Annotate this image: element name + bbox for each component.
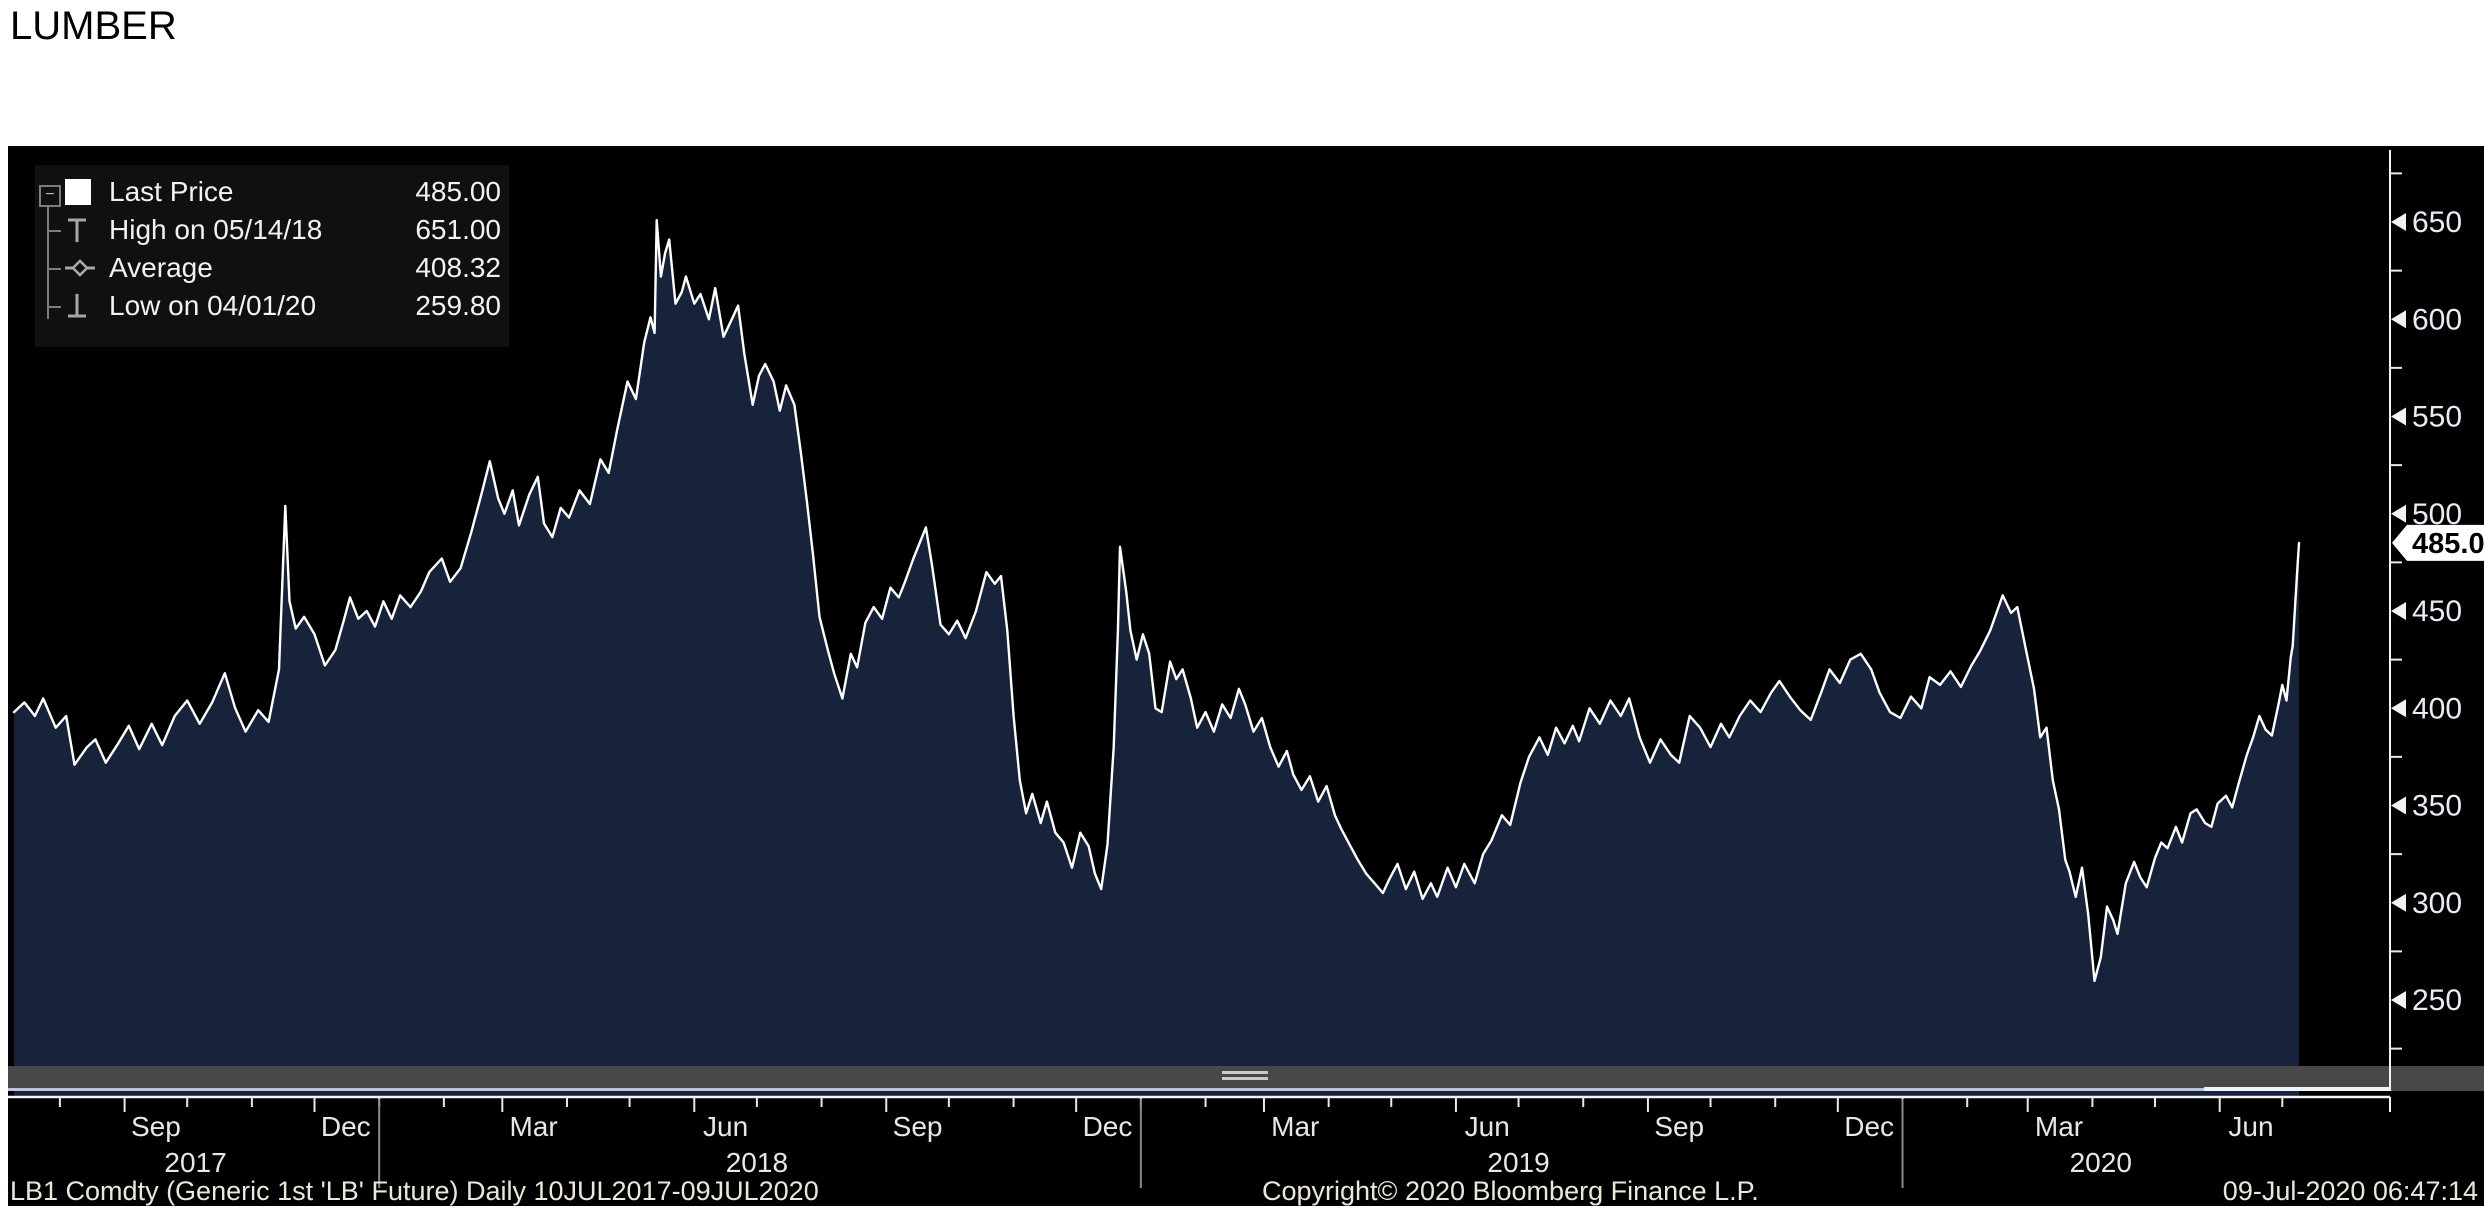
legend-tree-line (47, 205, 49, 319)
chart-panel: 250300350400450500550600650485.00SepDecM… (8, 146, 2484, 1206)
x-year-label: 2017 (164, 1147, 226, 1178)
legend-item-low[interactable]: Low on 04/01/20 259.80 (65, 287, 501, 325)
low-marker-icon (65, 291, 109, 321)
chart-legend: − Last Price 485.00 High on 05/14/18 651… (35, 165, 509, 347)
legend-item-last-price[interactable]: Last Price 485.00 (65, 173, 501, 211)
y-axis-label: 550 (2412, 401, 2462, 434)
y-tick-arrow-icon (2391, 407, 2406, 426)
legend-label: High on 05/14/18 (109, 214, 323, 245)
legend-item-average[interactable]: Average 408.32 (65, 249, 501, 287)
y-tick-arrow-icon (2391, 310, 2406, 329)
page-title: LUMBER (10, 4, 177, 48)
scrollbar-handle[interactable] (1222, 1071, 1268, 1074)
price-line (12, 218, 2301, 983)
legend-tree-stub (47, 230, 61, 232)
y-tick-arrow-icon (2391, 504, 2406, 523)
price-area-fill (14, 220, 2299, 1098)
legend-value: 408.32 (415, 252, 501, 283)
last-price-badge (2392, 524, 2484, 561)
x-year-label: 2020 (2070, 1147, 2132, 1178)
copyright-text: Copyright© 2020 Bloomberg Finance L.P. (1262, 1176, 1759, 1206)
y-tick-arrow-icon (2391, 699, 2406, 718)
legend-label: Last Price (109, 176, 234, 207)
y-axis-label: 650 (2412, 206, 2462, 239)
legend-value: 651.00 (415, 214, 501, 245)
x-month-label: Mar (2035, 1111, 2083, 1142)
high-marker-icon (65, 215, 109, 245)
y-axis-label: 300 (2412, 887, 2462, 920)
y-axis-label: 350 (2412, 790, 2462, 823)
x-month-label: Sep (893, 1111, 943, 1142)
average-marker-icon (65, 253, 109, 283)
x-month-label: Mar (509, 1111, 557, 1142)
x-month-label: Dec (1083, 1111, 1133, 1142)
x-month-label: Dec (321, 1111, 371, 1142)
x-month-label: Jun (2228, 1111, 2273, 1142)
x-month-label: Sep (1654, 1111, 1704, 1142)
y-axis-label: 600 (2412, 303, 2462, 336)
legend-value: 259.80 (415, 290, 501, 321)
security-description: LB1 Comdty (Generic 1st 'LB' Future) Dai… (10, 1176, 819, 1206)
y-axis-label: 400 (2412, 692, 2462, 725)
scrollbar-right-segment[interactable] (2204, 1087, 2390, 1091)
legend-tree-stub (47, 268, 61, 270)
y-tick-arrow-icon (2391, 991, 2406, 1009)
last-price-badge-value: 485.00 (2412, 528, 2484, 560)
legend-label: Low on 04/01/20 (109, 290, 317, 321)
legend-tree-stub (47, 306, 61, 308)
last-price-swatch-icon (65, 179, 109, 205)
x-month-label: Jun (1465, 1111, 1510, 1142)
x-month-label: Sep (131, 1111, 181, 1142)
x-month-label: Jun (703, 1111, 748, 1142)
legend-collapse-icon[interactable]: − (39, 185, 61, 207)
price-chart[interactable]: 250300350400450500550600650485.00SepDecM… (8, 146, 2484, 1206)
x-year-label: 2019 (1487, 1147, 1549, 1178)
y-tick-arrow-icon (2391, 602, 2406, 620)
timestamp: 09-Jul-2020 06:47:14 (2222, 1176, 2478, 1206)
scrollbar-handle[interactable] (1222, 1077, 1268, 1080)
legend-label: Average (109, 252, 213, 283)
x-month-label: Mar (1271, 1111, 1319, 1142)
legend-item-high[interactable]: High on 05/14/18 651.00 (65, 211, 501, 249)
y-tick-arrow-icon (2391, 796, 2406, 815)
x-year-label: 2018 (726, 1147, 788, 1178)
y-tick-arrow-icon (2391, 213, 2406, 231)
legend-value: 485.00 (415, 176, 501, 207)
y-axis-label: 450 (2412, 595, 2462, 628)
y-tick-arrow-icon (2391, 893, 2406, 912)
scrollbar-track[interactable] (8, 1088, 2390, 1091)
x-month-label: Dec (1844, 1111, 1894, 1142)
y-axis-label: 250 (2412, 984, 2462, 1017)
